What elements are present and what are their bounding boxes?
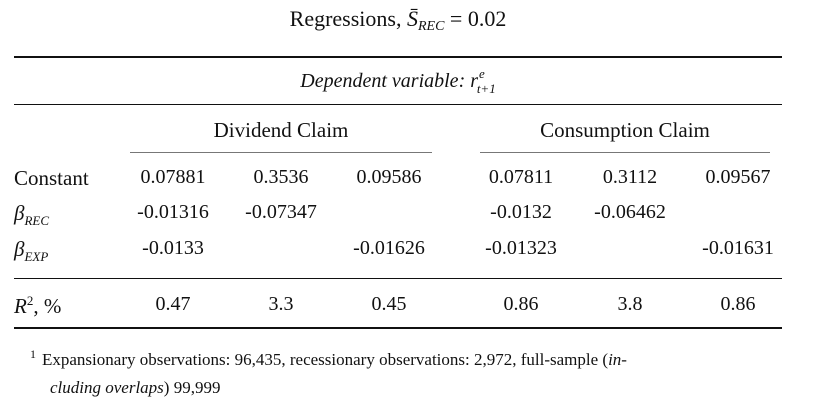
footnote-mark: 1 (30, 347, 36, 361)
footnote-italic: in- (608, 350, 627, 369)
title-symbol: S̄ (406, 6, 418, 31)
table-cell: 3.8 (617, 293, 643, 315)
table-cell: -0.07347 (245, 201, 317, 223)
beta-subscript: EXP (24, 249, 49, 264)
dependent-variable-header: Dependent variable: ret+1 (14, 66, 782, 97)
table-cell: 0.47 (155, 293, 191, 315)
header-rule (14, 104, 782, 105)
table-cell: 0.45 (371, 293, 407, 315)
table-cell: 0.3112 (602, 166, 658, 188)
r-symbol: R (14, 294, 27, 318)
beta-symbol: β (14, 237, 25, 261)
row-label-beta-rec: βREC (14, 201, 49, 229)
table-cell: -0.06462 (594, 201, 666, 223)
beta-subscript: REC (24, 213, 50, 228)
dependent-sup: e (479, 66, 485, 81)
row-label-beta-exp: βEXP (14, 237, 48, 265)
table-cell: -0.0132 (490, 201, 552, 223)
table-cell: -0.01631 (702, 237, 774, 259)
beta-symbol: β (14, 201, 25, 225)
title-suffix: = 0.02 (444, 6, 507, 31)
footnote-text: ) 99,999 (163, 378, 221, 397)
footnote-italic: cluding overlaps (50, 378, 164, 397)
table-cell: 0.07811 (488, 166, 554, 188)
footnote: 1 Expansionary observations: 96,435, rece… (30, 340, 800, 402)
group-rule-dividend (130, 152, 432, 153)
dependent-sub: t+1 (476, 81, 496, 96)
group-dividend-claim: Dividend Claim (213, 118, 349, 142)
stats-rule (14, 278, 782, 279)
table-title: Regressions, S̄REC = 0.02 (0, 6, 796, 35)
group-rule-consumption (480, 152, 770, 153)
table-cell: 0.07881 (140, 166, 206, 188)
dependent-var: r (470, 70, 479, 92)
table-cell: -0.01316 (137, 201, 209, 223)
dependent-label: Dependent variable: (300, 70, 471, 92)
table-cell: 0.09567 (705, 166, 771, 188)
table-cell: 0.3536 (253, 166, 309, 188)
row-label-r-squared: R2, % (14, 293, 61, 319)
title-subscript: REC (417, 19, 445, 34)
table-cell: -0.0133 (142, 237, 204, 259)
footnote-text: Expansionary observations: 96,435, reces… (42, 350, 609, 369)
table-cell: 0.86 (720, 293, 756, 315)
table-cell: 0.09586 (356, 166, 422, 188)
r-suffix: , % (33, 294, 62, 318)
title-prefix: Regressions, (289, 6, 407, 31)
r-superscript: 2 (26, 293, 34, 308)
bottom-rule (14, 327, 782, 329)
table-cell: 3.3 (268, 293, 294, 315)
table-cell: 0.86 (503, 293, 539, 315)
group-consumption-claim: Consumption Claim (540, 118, 710, 142)
row-label-constant: Constant (14, 166, 89, 190)
table-cell: -0.01323 (485, 237, 557, 259)
table-cell: -0.01626 (353, 237, 425, 259)
top-rule (14, 56, 782, 58)
